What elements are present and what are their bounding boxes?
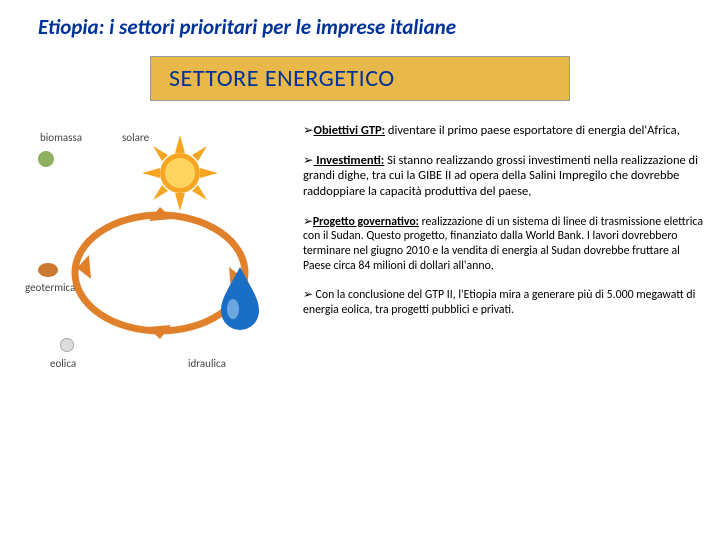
bullet-arrow-icon: ➢ — [303, 123, 313, 137]
page-title: Etiopia: i settori prioritari per le imp… — [0, 0, 720, 40]
bullet-item: ➢ Con la conclusione del GTP II, l'Etiop… — [303, 287, 710, 317]
water-drop-icon — [215, 263, 265, 333]
sector-banner-text: SETTORE ENERGETICO — [169, 64, 395, 93]
label-biomassa: biomassa — [40, 131, 82, 144]
bullet-arrow-icon: ➢ — [303, 287, 313, 301]
bullet-body: Con la conclusione del GTP II, l'Etiopia… — [303, 288, 695, 317]
bullet-lead: Progetto governativo: — [313, 215, 419, 229]
bullet-lead: Investimenti: — [313, 153, 384, 168]
bullet-item: ➢ Investimenti: Si stanno realizzando gr… — [303, 153, 710, 200]
content-area: biomassa solare geotermica eolica idraul… — [0, 123, 720, 403]
label-idraulica: idraulica — [188, 357, 226, 370]
bullet-lead: Obiettivi GTP: — [313, 123, 385, 138]
biomass-icon — [38, 151, 54, 167]
label-eolica: eolica — [50, 357, 76, 370]
bullets-column: ➢Obiettivi GTP: diventare il primo paese… — [295, 123, 710, 403]
sector-banner: SETTORE ENERGETICO — [150, 56, 570, 101]
bullet-body: diventare il primo paese esportatore di … — [385, 123, 680, 138]
bullet-arrow-icon: ➢ — [303, 153, 313, 167]
bullet-arrow-icon: ➢ — [303, 214, 313, 228]
bullet-item: ➢Progetto governativo: realizzazione di … — [303, 214, 710, 274]
energy-diagram: biomassa solare geotermica eolica idraul… — [20, 123, 295, 403]
bullet-item: ➢Obiettivi GTP: diventare il primo paese… — [303, 123, 710, 139]
